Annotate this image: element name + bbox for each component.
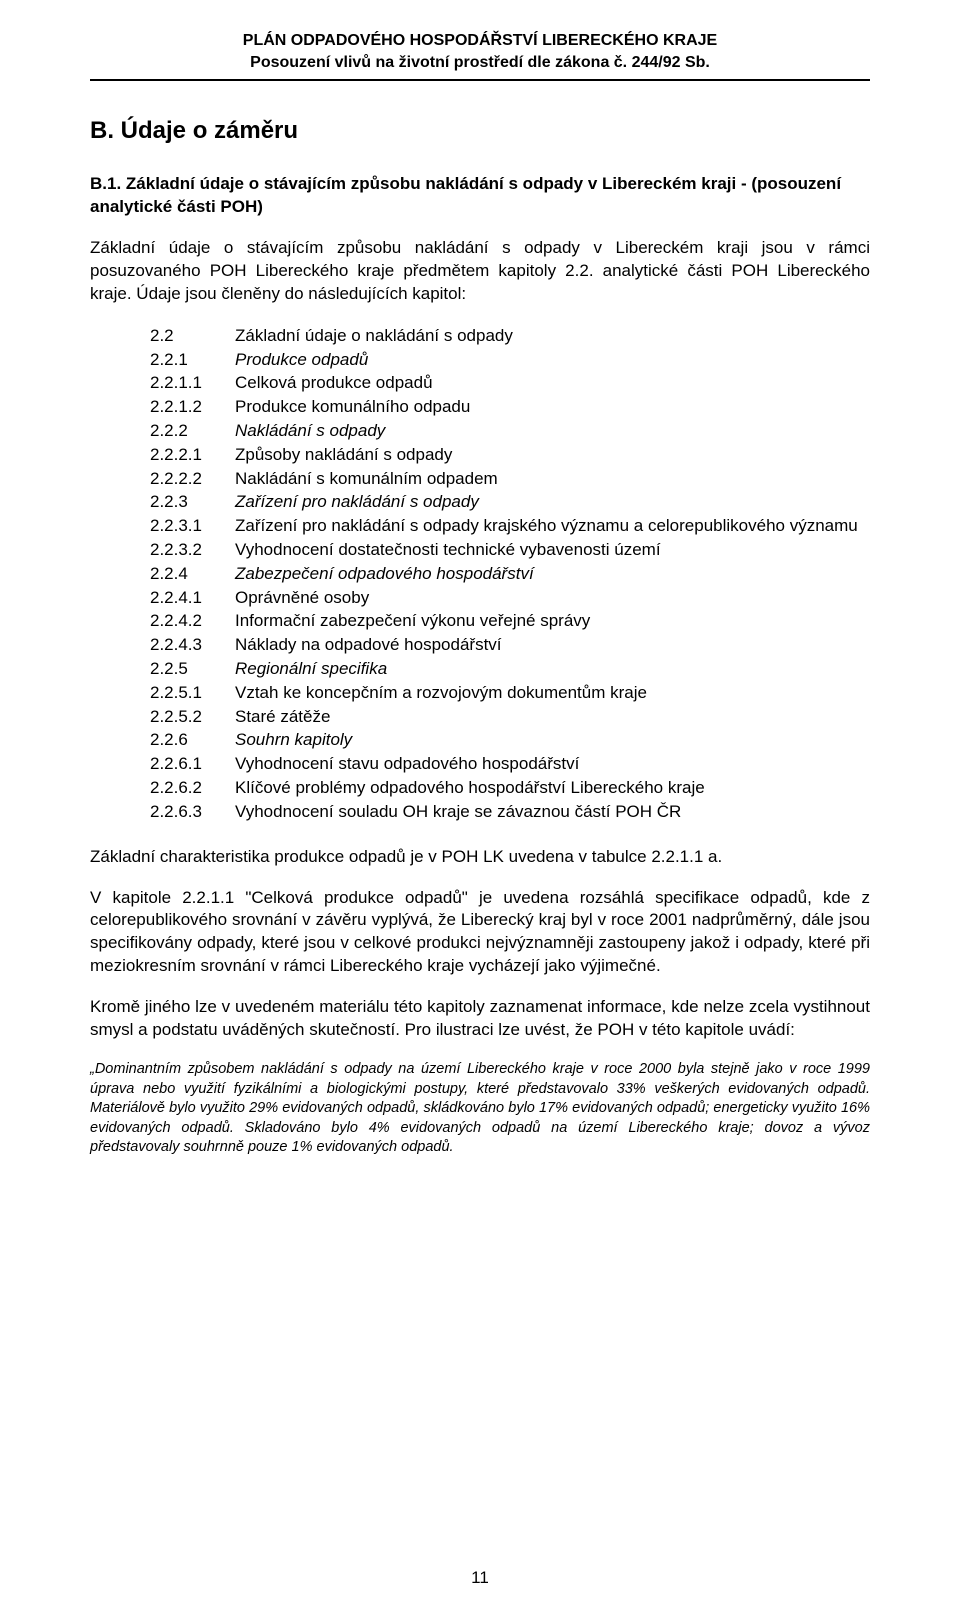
toc-label: Zabezpečení odpadového hospodářství — [235, 562, 870, 586]
toc-row: 2.2.5Regionální specifika — [150, 657, 870, 681]
toc-row: 2.2.4.3Náklady na odpadové hospodářství — [150, 633, 870, 657]
toc-row: 2.2.5.1Vztah ke koncepčním a rozvojovým … — [150, 681, 870, 705]
toc-label: Produkce komunálního odpadu — [235, 395, 870, 419]
toc-num: 2.2.4.3 — [150, 633, 235, 657]
toc-label: Vyhodnocení souladu OH kraje se závaznou… — [235, 800, 870, 824]
toc-num: 2.2.6.2 — [150, 776, 235, 800]
toc-label: Regionální specifika — [235, 657, 870, 681]
toc-num: 2.2.6 — [150, 728, 235, 752]
paragraph-chapter: V kapitole 2.2.1.1 "Celková produkce odp… — [90, 887, 870, 979]
header-line-2: Posouzení vlivů na životní prostředí dle… — [90, 52, 870, 74]
toc-row: 2.2.4.2Informační zabezpečení výkonu veř… — [150, 609, 870, 633]
toc-row: 2.2.3.2Vyhodnocení dostatečnosti technic… — [150, 538, 870, 562]
toc-row: 2.2.2.1Způsoby nakládání s odpady — [150, 443, 870, 467]
toc-num: 2.2.4.1 — [150, 586, 235, 610]
toc-label: Zařízení pro nakládání s odpady krajskéh… — [235, 514, 870, 538]
toc-row: 2.2Základní údaje o nakládání s odpady — [150, 324, 870, 348]
toc-row: 2.2.1.2Produkce komunálního odpadu — [150, 395, 870, 419]
toc-label: Produkce odpadů — [235, 348, 870, 372]
toc-row: 2.2.5.2Staré zátěže — [150, 705, 870, 729]
toc-label: Vyhodnocení stavu odpadového hospodářstv… — [235, 752, 870, 776]
toc-row: 2.2.3Zařízení pro nakládání s odpady — [150, 490, 870, 514]
toc-label: Vyhodnocení dostatečnosti technické vyba… — [235, 538, 870, 562]
quoted-paragraph: „Dominantním způsobem nakládání s odpady… — [90, 1060, 870, 1158]
toc-label: Informační zabezpečení výkonu veřejné sp… — [235, 609, 870, 633]
toc-num: 2.2.1.2 — [150, 395, 235, 419]
toc-row: 2.2.4Zabezpečení odpadového hospodářství — [150, 562, 870, 586]
toc-num: 2.2.3 — [150, 490, 235, 514]
toc-num: 2.2.3.1 — [150, 514, 235, 538]
toc-row: 2.2.6.1Vyhodnocení stavu odpadového hosp… — [150, 752, 870, 776]
toc-num: 2.2.2 — [150, 419, 235, 443]
intro-paragraph: Základní údaje o stávajícím způsobu nakl… — [90, 237, 870, 306]
toc-num: 2.2.2.2 — [150, 467, 235, 491]
toc-num: 2.2 — [150, 324, 235, 348]
toc-row: 2.2.3.1Zařízení pro nakládání s odpady k… — [150, 514, 870, 538]
toc-label: Staré zátěže — [235, 705, 870, 729]
toc-num: 2.2.3.2 — [150, 538, 235, 562]
toc-label: Nakládání s odpady — [235, 419, 870, 443]
toc-num: 2.2.5.1 — [150, 681, 235, 705]
toc-num: 2.2.1.1 — [150, 371, 235, 395]
toc-row: 2.2.4.1Oprávněné osoby — [150, 586, 870, 610]
toc-num: 2.2.1 — [150, 348, 235, 372]
toc-row: 2.2.1Produkce odpadů — [150, 348, 870, 372]
toc-num: 2.2.6.3 — [150, 800, 235, 824]
paragraph-after-toc: Základní charakteristika produkce odpadů… — [90, 846, 870, 869]
toc-label: Vztah ke koncepčním a rozvojovým dokumen… — [235, 681, 870, 705]
toc-label: Souhrn kapitoly — [235, 728, 870, 752]
section-title: B. Údaje o záměru — [90, 117, 870, 145]
toc-row: 2.2.2.2Nakládání s komunálním odpadem — [150, 467, 870, 491]
toc-num: 2.2.4 — [150, 562, 235, 586]
toc-label: Oprávněné osoby — [235, 586, 870, 610]
toc-label: Celková produkce odpadů — [235, 371, 870, 395]
toc-num: 2.2.6.1 — [150, 752, 235, 776]
toc-label: Základní údaje o nakládání s odpady — [235, 324, 870, 348]
page-number: 11 — [0, 1568, 960, 1588]
paragraph-krome: Kromě jiného lze v uvedeném materiálu té… — [90, 996, 870, 1042]
toc-num: 2.2.5 — [150, 657, 235, 681]
toc-label: Náklady na odpadové hospodářství — [235, 633, 870, 657]
toc-row: 2.2.2Nakládání s odpady — [150, 419, 870, 443]
subsection-title: B.1. Základní údaje o stávajícím způsobu… — [90, 173, 870, 219]
toc-num: 2.2.5.2 — [150, 705, 235, 729]
toc-label: Zařízení pro nakládání s odpady — [235, 490, 870, 514]
toc-num: 2.2.4.2 — [150, 609, 235, 633]
toc-row: 2.2.6.2Klíčové problémy odpadového hospo… — [150, 776, 870, 800]
toc-row: 2.2.6Souhrn kapitoly — [150, 728, 870, 752]
doc-header: PLÁN ODPADOVÉHO HOSPODÁŘSTVÍ LIBERECKÉHO… — [90, 30, 870, 81]
toc-label: Klíčové problémy odpadového hospodářství… — [235, 776, 870, 800]
toc-num: 2.2.2.1 — [150, 443, 235, 467]
toc-row: 2.2.1.1Celková produkce odpadů — [150, 371, 870, 395]
toc-list: 2.2Základní údaje o nakládání s odpady2.… — [150, 324, 870, 824]
header-line-1: PLÁN ODPADOVÉHO HOSPODÁŘSTVÍ LIBERECKÉHO… — [90, 30, 870, 52]
toc-row: 2.2.6.3Vyhodnocení souladu OH kraje se z… — [150, 800, 870, 824]
toc-label: Nakládání s komunálním odpadem — [235, 467, 870, 491]
toc-label: Způsoby nakládání s odpady — [235, 443, 870, 467]
